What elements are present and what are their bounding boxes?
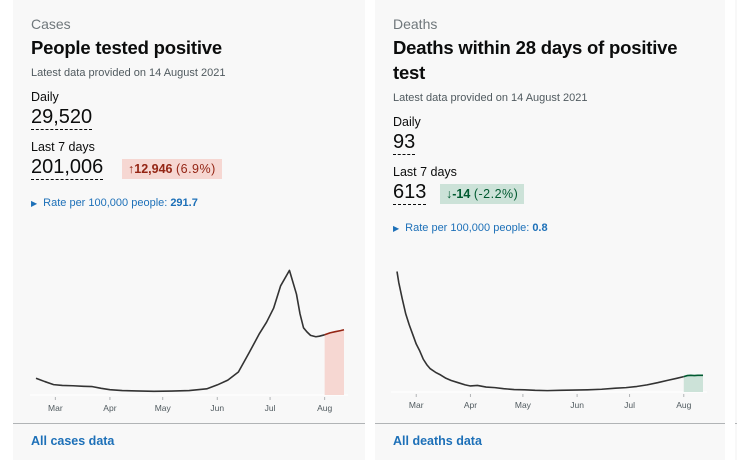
daily-label: Daily: [393, 115, 421, 129]
week-label: Last 7 days: [393, 165, 457, 179]
last-7-days-area: [324, 329, 344, 395]
change-badge: ↑12,946 (6.9%): [122, 159, 222, 179]
x-tick-label: Apr: [103, 403, 116, 413]
series-line: [35, 269, 325, 393]
card-caption: Deaths: [393, 16, 438, 32]
x-tick-label: Apr: [464, 400, 477, 410]
x-tick-label: Jul: [624, 400, 635, 410]
latest-data-date: Latest data provided on 14 August 2021: [31, 67, 226, 79]
last-7-days-line: [324, 328, 345, 336]
divider: [735, 423, 737, 424]
next-card-edge: [735, 0, 737, 460]
cases-card: Cases People tested positive Latest data…: [13, 0, 365, 460]
rate-label: Rate per 100,000 people:: [43, 197, 168, 209]
rate-value: 0.8: [532, 222, 548, 234]
week-value[interactable]: 613: [393, 181, 427, 205]
rate-value: 291.7: [170, 197, 198, 209]
cases-chart: Mar Apr May Jun Jul Aug: [30, 269, 348, 413]
deaths-card: Deaths Deaths within 28 days of positive…: [375, 0, 725, 460]
change-percent: (-2.2%): [473, 187, 519, 201]
arrow-down-icon: ↓: [446, 187, 453, 201]
x-tick-label: Jun: [570, 400, 584, 410]
x-tick-label: May: [155, 403, 172, 413]
last-7-days-area: [683, 375, 703, 392]
card-title: Deaths within 28 days of positive test: [393, 37, 678, 83]
divider: [13, 423, 365, 424]
change-value: 12,946: [134, 162, 173, 176]
daily-label: Daily: [31, 90, 59, 104]
triangle-right-icon: ▶: [31, 199, 38, 208]
latest-data-date: Latest data provided on 14 August 2021: [393, 92, 588, 104]
x-tick-label: Mar: [48, 403, 63, 413]
deaths-chart: Mar Apr May Jun Jul Aug: [391, 271, 707, 410]
change-badge: ↓-14 (-2.2%): [440, 184, 525, 204]
x-tick-label: May: [515, 400, 532, 410]
week-label: Last 7 days: [31, 140, 95, 154]
change-value: -14: [452, 187, 471, 201]
week-value[interactable]: 201,006: [31, 156, 104, 180]
rate-disclosure[interactable]: ▶ Rate per 100,000 people: 291.7: [31, 197, 198, 209]
x-tick-label: Aug: [676, 400, 691, 410]
x-tick-label: Mar: [409, 400, 424, 410]
arrow-up-icon: ↑: [128, 162, 135, 176]
all-deaths-link[interactable]: All deaths data: [393, 434, 482, 448]
card-title: People tested positive: [31, 37, 222, 58]
x-tick-label: Jun: [210, 403, 224, 413]
daily-value[interactable]: 29,520: [31, 106, 93, 130]
x-tick-label: Jul: [265, 403, 276, 413]
divider: [375, 423, 725, 424]
daily-value[interactable]: 93: [393, 131, 416, 155]
all-cases-link[interactable]: All cases data: [31, 434, 115, 448]
last-7-days-line: [683, 374, 703, 378]
series-line: [396, 271, 684, 392]
triangle-right-icon: ▶: [393, 224, 400, 233]
x-tick-label: Aug: [317, 403, 332, 413]
rate-label: Rate per 100,000 people:: [405, 222, 530, 234]
change-percent: (6.9%): [175, 162, 216, 176]
card-caption: Cases: [31, 16, 71, 32]
rate-disclosure[interactable]: ▶ Rate per 100,000 people: 0.8: [393, 222, 548, 234]
